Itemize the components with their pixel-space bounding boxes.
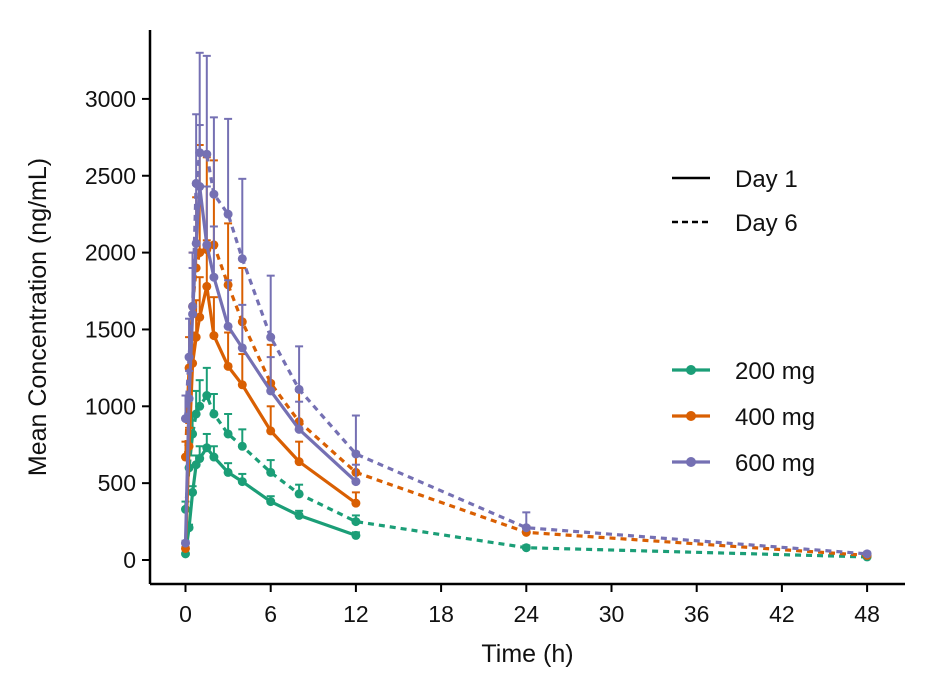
legend-label: 400 mg	[735, 404, 815, 431]
data-point	[188, 487, 198, 497]
legend-item-day-6: Day 6	[672, 210, 798, 237]
data-point	[202, 391, 212, 401]
data-point	[184, 352, 194, 362]
data-point	[237, 380, 247, 390]
data-point	[351, 477, 361, 487]
y-axis-label: Mean Concentration (ng/mL)	[24, 158, 52, 476]
data-point	[195, 401, 205, 411]
data-point	[237, 441, 247, 451]
data-point	[223, 209, 233, 219]
data-point	[223, 467, 233, 477]
data-point	[195, 148, 205, 158]
y-tick-label: 1000	[85, 393, 136, 419]
axes: 0 6 12 18 24 30 36 42 48 0 500 1000 1500 2000 2500 300…	[85, 30, 905, 627]
legend-label: 600 mg	[735, 450, 815, 477]
legend-marker	[686, 411, 696, 421]
y-tick-label: 0	[123, 547, 136, 573]
data-point	[209, 272, 219, 282]
data-point	[351, 498, 361, 508]
data-point	[266, 467, 276, 477]
data-point	[209, 189, 219, 199]
data-point	[209, 452, 219, 462]
x-tick-label: 12	[343, 601, 369, 627]
x-ticks: 0 6 12 18 24 30 36 42 48	[179, 584, 880, 627]
data-point	[521, 523, 531, 533]
x-tick-label: 6	[264, 601, 277, 627]
legend-label: Day 1	[735, 166, 798, 193]
data-point	[237, 343, 247, 353]
y-tick-label: 2500	[85, 163, 136, 189]
data-point	[266, 426, 276, 436]
y-ticks: 0 500 1000 1500 2000 2500 3000	[85, 86, 150, 573]
x-axis-label: Time (h)	[481, 640, 573, 668]
data-point	[294, 510, 304, 520]
data-point	[862, 549, 872, 559]
data-point	[294, 457, 304, 467]
series-layer	[181, 51, 872, 562]
legend-item-200-mg: 200 mg	[672, 358, 815, 385]
legend-dose: 200 mg 400 mg 600 mg	[672, 358, 815, 477]
x-tick-label: 0	[179, 601, 192, 627]
series-200mg-day6	[181, 366, 872, 562]
legend-label: 200 mg	[735, 358, 815, 385]
data-point	[294, 489, 304, 499]
data-point	[351, 517, 361, 527]
data-point	[351, 449, 361, 459]
y-tick-label: 500	[98, 470, 136, 496]
data-point	[209, 409, 219, 419]
x-tick-label: 24	[514, 601, 540, 627]
legend-linetype: Day 1 Day 6	[672, 166, 798, 237]
series-line	[183, 446, 357, 555]
data-point	[202, 240, 212, 250]
data-point	[202, 149, 212, 159]
y-tick-label: 3000	[85, 86, 136, 112]
x-tick-label: 42	[769, 601, 795, 627]
data-point	[237, 254, 247, 264]
data-point	[195, 312, 205, 322]
data-point	[223, 321, 233, 331]
x-tick-label: 48	[854, 601, 880, 627]
data-point	[266, 332, 276, 342]
series-line	[183, 151, 868, 556]
data-point	[191, 332, 201, 342]
data-point	[266, 497, 276, 507]
data-point	[181, 414, 190, 424]
data-point	[223, 361, 233, 371]
series-400mg-day6	[181, 144, 872, 560]
y-tick-label: 1500	[85, 316, 136, 342]
series-line	[183, 284, 357, 549]
x-tick-label: 36	[684, 601, 710, 627]
legend-item-600-mg: 600 mg	[672, 450, 815, 477]
x-tick-label: 30	[599, 601, 625, 627]
data-point	[181, 538, 190, 548]
legend-marker	[686, 457, 696, 467]
data-point	[195, 454, 205, 464]
series-200mg-day1	[181, 432, 361, 559]
data-point	[294, 424, 304, 434]
data-point	[188, 301, 198, 311]
data-point	[209, 331, 219, 341]
data-point	[521, 543, 531, 553]
data-point	[191, 409, 201, 419]
data-point	[191, 178, 201, 188]
legend-marker	[686, 365, 696, 375]
y-tick-label: 2000	[85, 240, 136, 266]
data-point	[294, 384, 304, 394]
data-point	[351, 530, 361, 540]
data-point	[237, 477, 247, 487]
data-point	[202, 443, 212, 453]
legend-item-400-mg: 400 mg	[672, 404, 815, 431]
x-tick-label: 18	[428, 601, 454, 627]
data-point	[202, 281, 212, 291]
series-600mg-day6	[181, 51, 872, 559]
data-point	[223, 429, 233, 439]
data-point	[266, 386, 276, 396]
legend-label: Day 6	[735, 210, 798, 237]
data-point	[195, 248, 205, 258]
legend-item-day-1: Day 1	[672, 166, 798, 193]
